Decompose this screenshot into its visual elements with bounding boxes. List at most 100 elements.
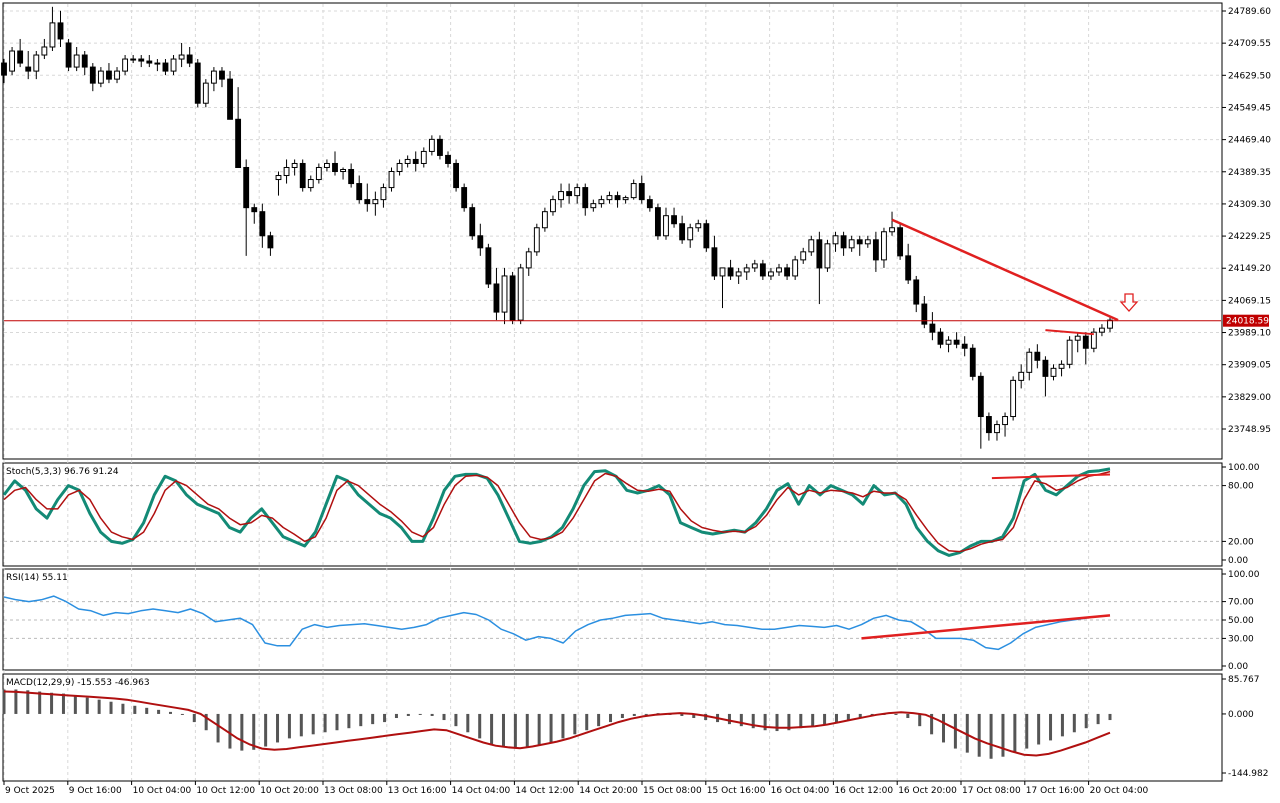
candle-body — [969, 347, 976, 377]
rsi-y-tick-label: 70.00 — [1228, 598, 1254, 608]
candle-body — [889, 227, 895, 233]
macd-histogram-bar — [692, 713, 696, 719]
macd-histogram-bar — [704, 713, 708, 721]
macd-histogram-bar — [85, 697, 89, 714]
macd-histogram-bar — [1096, 713, 1100, 725]
stoch-y-tick-label: 80.00 — [1228, 482, 1254, 492]
candle-body — [17, 50, 24, 64]
candle-body — [41, 46, 48, 56]
candle-body — [913, 279, 920, 305]
stoch-d-line — [3, 470, 1111, 553]
candle-body — [1058, 363, 1065, 369]
price-annotations — [4, 218, 1221, 336]
macd-histogram-bar — [501, 713, 505, 747]
rsi-y-tick-label: 30.00 — [1228, 634, 1254, 644]
candle-body — [299, 162, 306, 189]
price-y-tick-label: 24309.30 — [1228, 200, 1271, 210]
macd-histogram-bar — [537, 713, 541, 745]
candle-body — [461, 187, 468, 209]
candle-body — [743, 267, 750, 273]
macd-histogram-bar — [585, 713, 589, 731]
candle-body — [840, 235, 847, 249]
macd-histogram-bar — [394, 713, 398, 719]
candle-body — [1010, 379, 1017, 418]
price-y-tick-label: 24389.35 — [1228, 168, 1271, 178]
candle-body — [1018, 371, 1025, 381]
candle-body — [1, 62, 7, 76]
macd-histogram-bar — [73, 695, 77, 714]
macd-histogram-bar — [763, 713, 767, 731]
candle-body — [856, 239, 863, 245]
macd-histogram-bar — [942, 713, 946, 743]
current-price-label: 24018.59 — [1226, 317, 1269, 327]
macd-histogram-bar — [739, 713, 743, 727]
x-tick-label: 9 Oct 2025 — [5, 786, 55, 796]
candle-body — [146, 60, 153, 64]
candle-body — [275, 175, 282, 181]
macd-label: MACD(12,29,9) -15.553 -46.963 — [6, 678, 150, 688]
rsi-line — [3, 595, 1111, 651]
macd-histogram-bar — [989, 713, 993, 759]
stoch-trendline — [991, 473, 1111, 480]
candle-body — [388, 171, 395, 189]
candle-body — [994, 424, 1000, 434]
candle-body — [614, 195, 621, 201]
macd-histogram-bar — [276, 713, 280, 743]
candle-body — [1099, 327, 1105, 333]
price-y-tick-label: 24629.50 — [1228, 71, 1271, 81]
candle-body — [130, 58, 137, 61]
candle-body — [550, 199, 556, 213]
candle-body — [622, 197, 629, 201]
candle-body — [533, 227, 540, 253]
candle-body — [929, 323, 936, 333]
rsi-label: RSI(14) 55.11 — [6, 573, 68, 583]
candle-body — [501, 275, 508, 313]
candle-body — [178, 54, 185, 60]
price-candles — [1, 6, 1113, 449]
candle-body — [937, 331, 944, 345]
stoch-panel-frame — [2, 462, 1223, 567]
macd-histogram-bar — [1013, 713, 1017, 753]
macd-histogram-bar — [371, 713, 375, 725]
candle-body — [1002, 416, 1008, 426]
macd-histogram-bar — [38, 691, 42, 714]
price-y-tick-label: 24709.55 — [1228, 39, 1271, 49]
candle-body — [340, 168, 346, 173]
candle-body — [65, 42, 72, 68]
stochastic-lines — [2, 467, 1111, 557]
candle-body — [695, 223, 702, 229]
macd-histogram-bar — [442, 713, 446, 721]
macd-histogram-bar — [1060, 713, 1064, 737]
candle-body — [420, 150, 427, 164]
candle-body — [170, 58, 177, 72]
macd-histogram-bar — [383, 713, 387, 723]
x-tick-label: 10 Oct 20:00 — [260, 786, 319, 796]
candle-body — [380, 187, 387, 201]
macd-histogram-bar — [775, 713, 779, 732]
macd-histogram-bar — [846, 713, 850, 721]
price-y-tick-label: 23748.95 — [1228, 425, 1271, 435]
macd-histogram-bar — [323, 713, 327, 733]
rsi-trendline — [861, 614, 1111, 640]
macd-histogram-bar — [287, 713, 291, 739]
grid-lines — [3, 4, 1221, 780]
macd-histogram-bar — [240, 713, 244, 751]
candle-body — [776, 267, 782, 273]
x-tick-label: 17 Oct 16:00 — [1026, 786, 1085, 796]
macd-histogram-bar — [157, 709, 161, 714]
candle-body — [122, 58, 129, 72]
resistance-trendline — [891, 218, 1119, 322]
candle-body — [235, 118, 242, 168]
candle-body — [606, 195, 613, 201]
candle-body — [646, 199, 653, 209]
current-price-badge — [1223, 314, 1269, 327]
macd-histogram-bar — [1084, 713, 1088, 729]
candle-body — [784, 267, 791, 277]
candle-body — [57, 22, 64, 40]
candle-body — [711, 247, 718, 277]
candle-body — [477, 235, 484, 249]
x-tick-label: 15 Oct 16:00 — [707, 786, 766, 796]
macd-histogram-bar — [109, 701, 113, 714]
candle-body — [243, 166, 250, 209]
